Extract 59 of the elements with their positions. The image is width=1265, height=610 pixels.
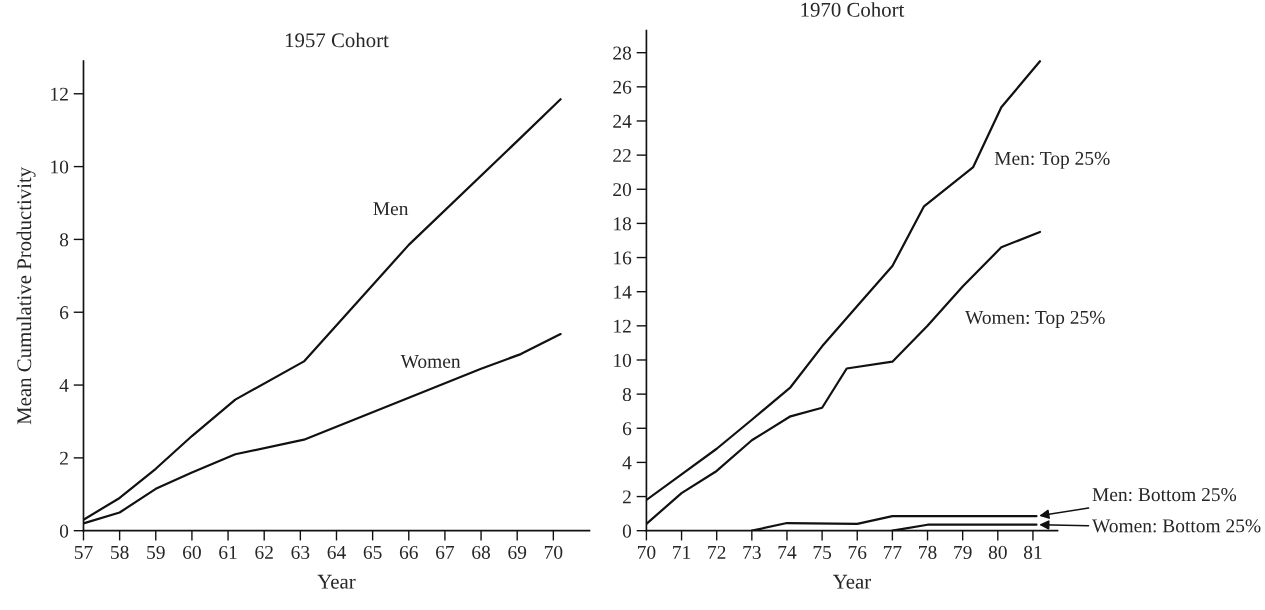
- annotation: Men: Top 25%: [994, 151, 1110, 169]
- x-tick-label: 74: [778, 545, 797, 559]
- x-tick-label: 70: [637, 545, 656, 559]
- x-tick-label: 69: [508, 545, 527, 559]
- x-tick-label: 80: [988, 545, 1007, 559]
- annotation: Men: Bottom 25%: [1092, 488, 1237, 502]
- y-tick-label: 8: [59, 233, 69, 247]
- x-tick-label: 70: [544, 545, 563, 559]
- y-tick-label: 18: [614, 217, 632, 231]
- x-tick-label: 79: [954, 545, 972, 559]
- x-axis-title: Year: [833, 574, 871, 589]
- x-tick-label: 64: [327, 545, 346, 559]
- y-tick-label: 28: [613, 46, 632, 60]
- y-tick-label: 8: [622, 387, 632, 402]
- y-tick-label: 6: [622, 422, 632, 436]
- annotation: Men: [373, 202, 409, 216]
- x-tick-label: 63: [291, 545, 310, 559]
- y-tick-label: 4: [622, 456, 632, 470]
- y-tick-label: 22: [613, 148, 631, 162]
- x-tick-label: 60: [183, 545, 201, 559]
- x-tick-label: 73: [743, 545, 761, 559]
- x-tick-label: 59: [147, 545, 165, 559]
- annotation: Women: Top 25%: [965, 310, 1105, 328]
- x-tick-label: 57: [74, 546, 93, 559]
- y-tick-label: 12: [51, 87, 68, 101]
- y-tick-label: 4: [59, 379, 69, 392]
- y-tick-label: 12: [614, 319, 631, 333]
- x-tick-label: 62: [255, 545, 273, 559]
- x-tick-label: 68: [472, 545, 491, 559]
- x-tick-label: 75: [813, 546, 832, 559]
- x-tick-label: 71: [673, 545, 691, 559]
- x-tick-label: 66: [399, 545, 418, 559]
- y-tick-label: 0: [622, 524, 632, 538]
- x-tick-label: 76: [848, 545, 867, 559]
- y-tick-label: 24: [613, 114, 632, 128]
- x-tick-label: 61: [219, 545, 237, 559]
- chart-title: 1957 Cohort: [285, 32, 389, 48]
- y-axis-title: Mean Cumulative Productivity: [16, 166, 36, 425]
- y-tick-label: 0: [59, 524, 69, 538]
- y-tick-label: 10: [51, 160, 69, 174]
- annotation: Women: [400, 354, 461, 368]
- annotation: Women: Bottom 25%: [1092, 519, 1261, 533]
- x-tick-label: 65: [363, 545, 382, 559]
- y-tick-label: 14: [614, 285, 632, 299]
- x-tick-label: 78: [919, 545, 937, 559]
- y-tick-label: 20: [613, 183, 632, 197]
- y-tick-label: 10: [614, 353, 632, 367]
- x-tick-label: 72: [708, 545, 726, 559]
- x-tick-label: 67: [436, 545, 455, 559]
- y-tick-label: 16: [614, 251, 632, 265]
- y-tick-label: 26: [613, 80, 632, 94]
- x-tick-label: 77: [883, 546, 902, 559]
- y-tick-label: 6: [60, 306, 69, 320]
- x-axis-title: Year: [317, 574, 356, 589]
- chart-title: 1970 Cohort: [801, 2, 905, 17]
- y-tick-label: 2: [60, 451, 68, 465]
- x-tick-label: 58: [111, 545, 129, 559]
- y-tick-label: 2: [622, 490, 631, 504]
- x-tick-label: 81: [1023, 545, 1042, 559]
